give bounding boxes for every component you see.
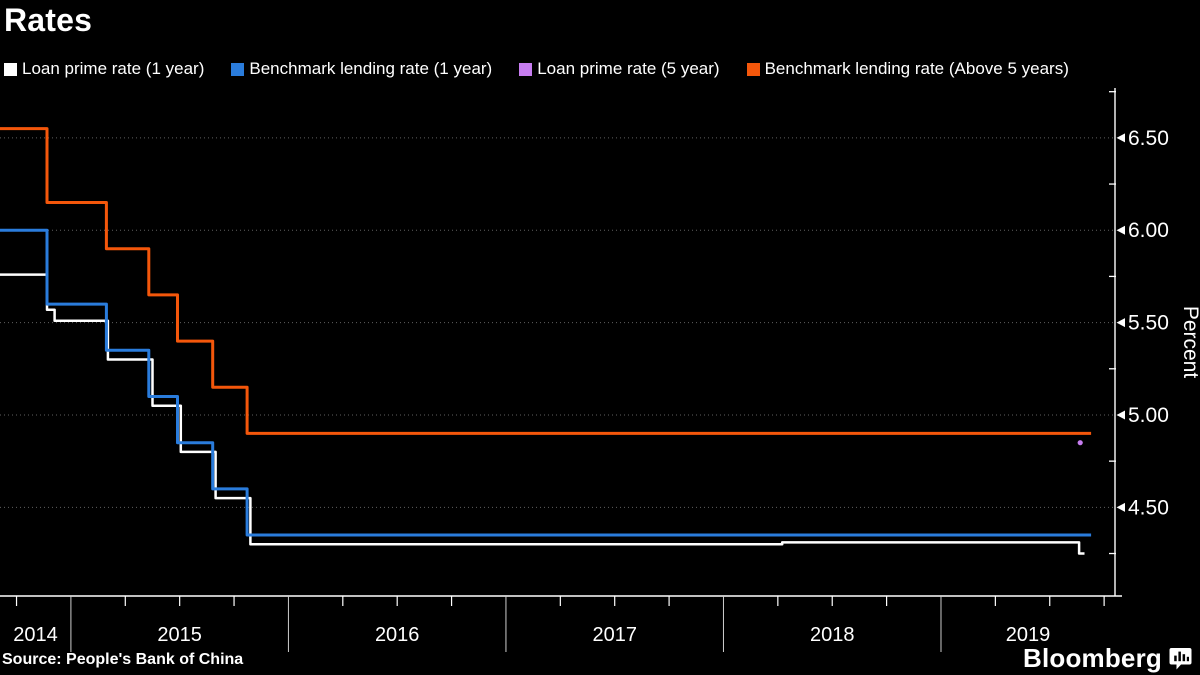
- legend-item-loan-prime-1y: Loan prime rate (1 year): [4, 59, 204, 79]
- series-line-benchmark-lending-rate-above-5-years: [0, 127, 1092, 435]
- y-major-tick-arrow: [1116, 225, 1125, 235]
- legend-item-benchmark-1y: Benchmark lending rate (1 year): [231, 59, 492, 79]
- x-year-label: 2018: [810, 624, 855, 646]
- bloomberg-logo: Bloomberg: [1023, 643, 1192, 674]
- legend-label: Benchmark lending rate (1 year): [249, 59, 493, 78]
- x-year-label: 2017: [592, 624, 637, 646]
- legend-swatch-purple: [519, 62, 533, 76]
- chart-title: Rates: [4, 2, 93, 38]
- legend-swatch-blue: [231, 62, 245, 76]
- legend-swatch-white: [4, 62, 17, 76]
- series-point-loan-prime-rate-5-year: [1077, 440, 1083, 446]
- series-line-benchmark-lending-rate-1-year: [0, 228, 1092, 537]
- y-axis-title: Percent: [1179, 306, 1200, 379]
- bloomberg-wordmark: Bloomberg: [1022, 643, 1162, 673]
- x-year-label: 2015: [157, 624, 202, 646]
- y-tick-label: 6.00: [1128, 219, 1169, 242]
- y-major-tick-arrow: [1116, 318, 1125, 328]
- gridlines: [0, 137, 1115, 508]
- y-tick-label: 6.50: [1128, 127, 1169, 150]
- series-line-loan-prime-rate-1-year: [0, 273, 1085, 555]
- legend-item-loan-prime-5y: Loan prime rate (5 year): [519, 59, 720, 79]
- legend-item-benchmark-5y-plus: Benchmark lending rate (Above 5 years): [746, 59, 1069, 79]
- source-attribution: Source: People's Bank of China: [2, 651, 244, 668]
- chart-legend: Loan prime rate (1 year) Benchmark lendi…: [4, 59, 1069, 79]
- y-major-tick-arrow: [1116, 502, 1125, 512]
- x-year-label: 2019: [1006, 624, 1051, 646]
- y-major-tick-arrow: [1116, 410, 1125, 420]
- legend-label: Benchmark lending rate (Above 5 years): [764, 59, 1069, 78]
- x-year-label: 2016: [375, 624, 420, 646]
- y-tick-label: 5.50: [1128, 312, 1169, 335]
- legend-label: Loan prime rate (5 year): [537, 59, 720, 78]
- y-tick-label: 5.00: [1128, 404, 1169, 427]
- y-tick-label: 4.50: [1128, 496, 1169, 519]
- axes: 4.50 5.00 5.50 6.00 6.50 Percent 2014 2015 2016 2…: [0, 88, 1200, 652]
- legend-label: Loan prime rate (1 year): [22, 59, 205, 78]
- legend-swatch-orange: [746, 62, 760, 76]
- x-year-label: 2014: [13, 624, 58, 646]
- y-major-tick-arrow: [1116, 133, 1125, 143]
- bloomberg-chart-bubble-icon: [1169, 647, 1192, 669]
- series: [0, 127, 1092, 555]
